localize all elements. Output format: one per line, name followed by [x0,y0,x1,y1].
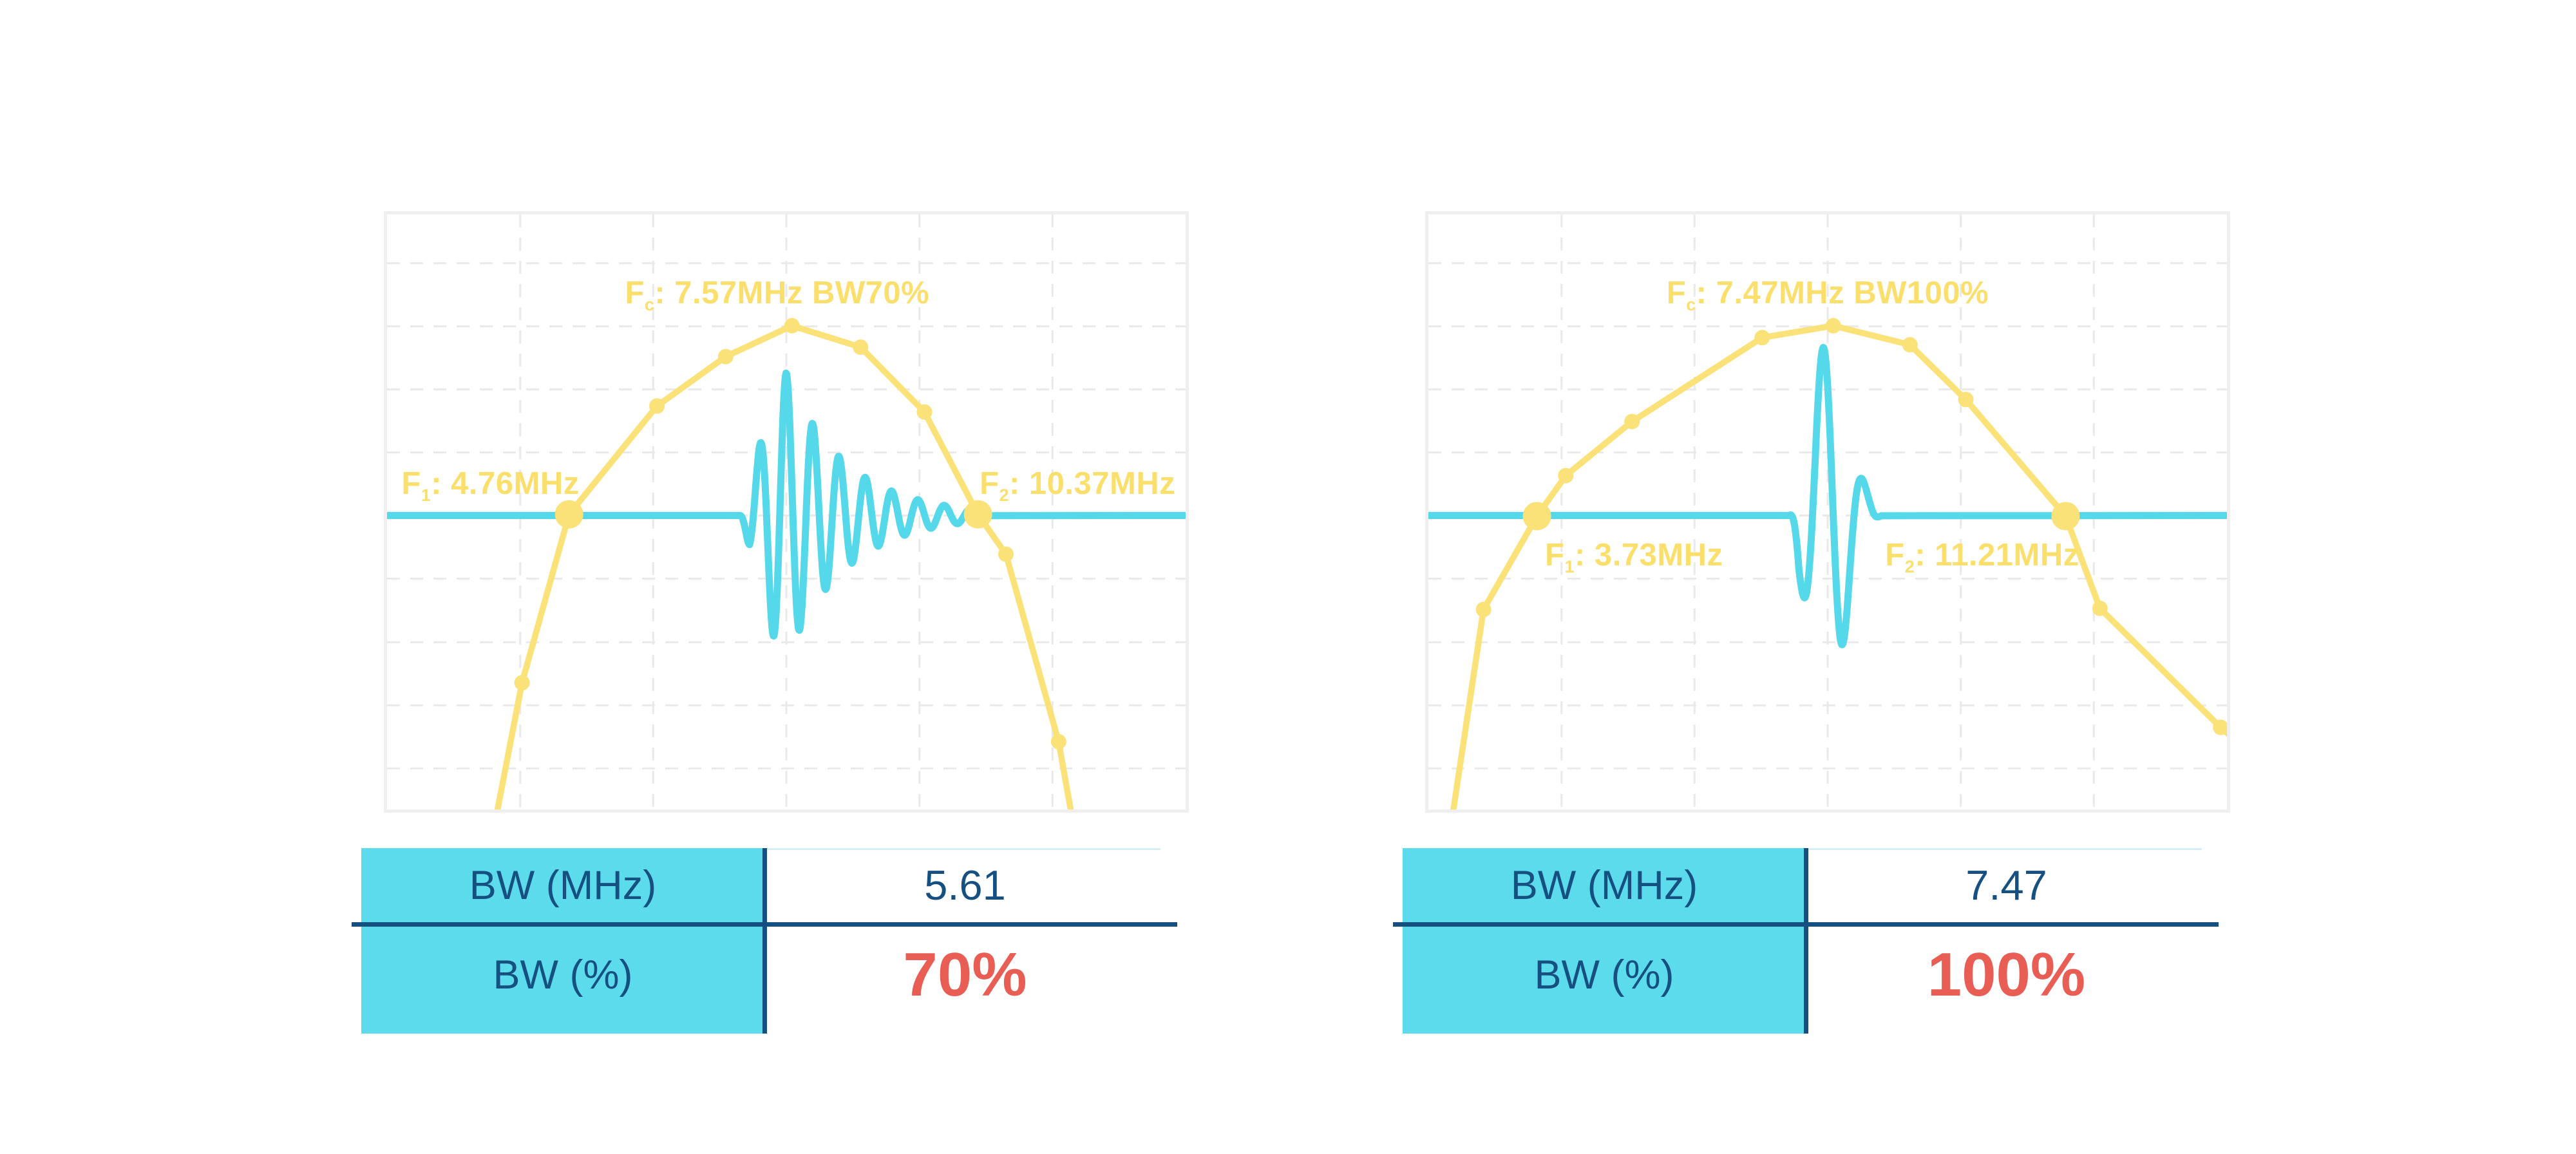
table-header-column [361,848,764,1034]
spectrum-plot-right [1428,214,2227,809]
f2-label-left: F2: 10.37MHz [980,466,1176,505]
table-vertical-divider [1804,848,1808,1034]
f2-label-right: F2: 11.21MHz [1885,537,2079,576]
table-header-bw-pct: BW (%) [493,952,633,998]
center-frequency-label-left: Fc: 7.57MHz BW70% [625,275,930,314]
table-header-bw-pct: BW (%) [1534,952,1674,998]
spectrum-plot-left [387,214,1186,809]
bandwidth-table-right: BW (MHz) 7.47 BW (%) 100% [1393,848,2219,1036]
table-value-bw-mhz: 7.47 [1965,862,2047,909]
spectrum-chart-left: Fc: 7.57MHz BW70% F1: 4.76MHz F2: 10.37M… [384,211,1189,813]
table-vertical-divider [762,848,767,1034]
table-topline [767,848,1160,850]
table-value-bw-mhz: 5.61 [924,862,1006,909]
table-header-bw-mhz: BW (MHz) [469,862,657,908]
table-horizontal-divider [1393,922,2219,927]
spectrum-chart-right: Fc: 7.47MHz BW100% F1: 3.73MHz F2: 11.21… [1425,211,2230,813]
bandwidth-table-left: BW (MHz) 5.61 BW (%) 70% [352,848,1177,1036]
table-header-column [1403,848,1806,1034]
center-frequency-label-right: Fc: 7.47MHz BW100% [1666,275,1989,314]
f1-label-left: F1: 4.76MHz [401,466,580,505]
table-horizontal-divider [352,922,1177,927]
table-value-bw-pct: 70% [903,940,1027,1009]
table-topline [1808,848,2202,850]
table-value-bw-pct: 100% [1927,940,2086,1009]
table-header-bw-mhz: BW (MHz) [1510,862,1698,908]
f1-label-right: F1: 3.73MHz [1545,537,1723,576]
